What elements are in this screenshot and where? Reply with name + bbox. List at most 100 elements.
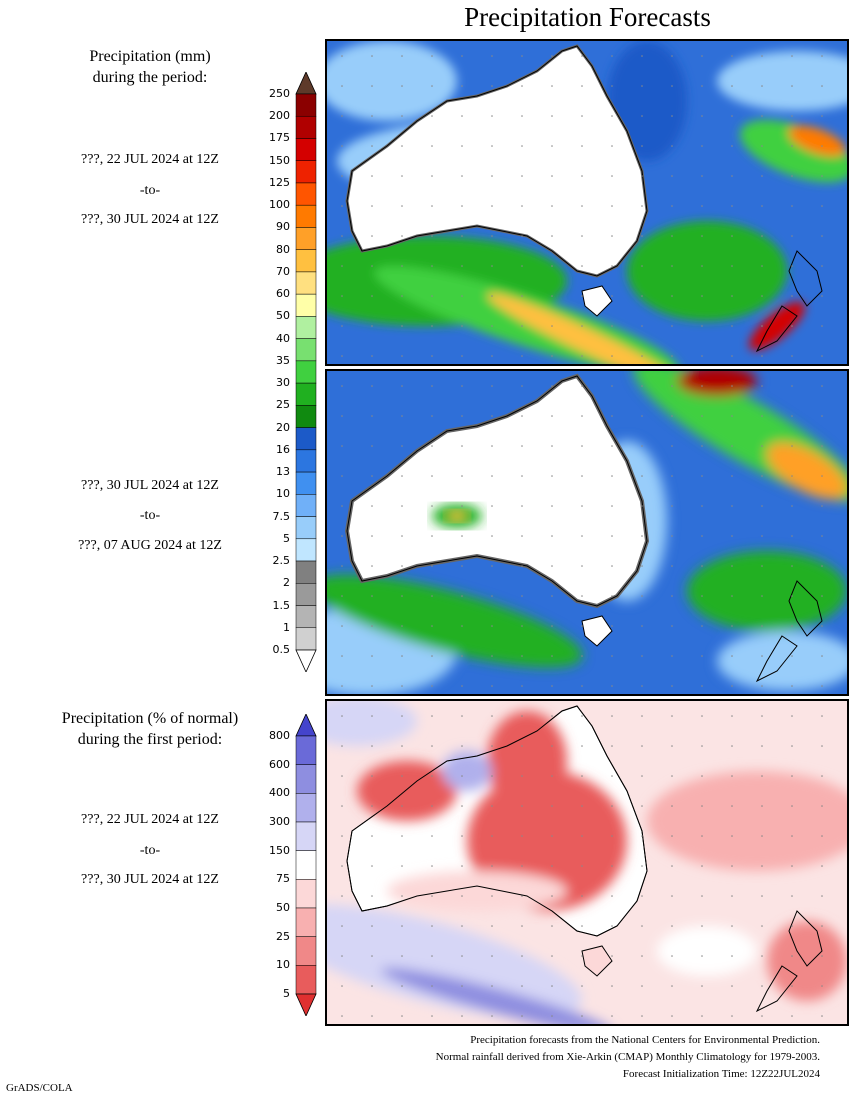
precip-colorbar-swatch [295,427,317,451]
precip-colorbar-swatch [295,583,317,606]
precip-colorbar-swatch [295,605,317,629]
precip-colorbar: 250 200 175 150 125 100 90 80 70 60 50 40 35 30 25 20 16… [240,72,320,672]
panel3-end-date: ???, 30 JUL 2024 at 12Z [81,872,219,887]
precip-colorbar-tick-label: 125 [269,175,290,189]
percent-colorbar-tick-label: 10 [276,958,290,972]
percent-colorbar-swatch [295,821,317,851]
precip-colorbar-swatch [295,516,317,540]
percent-colorbar-svg [295,714,317,1016]
panel1-heading-line2: during the period: [92,69,208,86]
precip-colorbar-tick-label: 16 [276,442,290,456]
percent-colorbar-swatch [295,907,317,937]
percent-colorbar-swatch [295,936,317,966]
precip-colorbar-tick-label: 200 [269,109,290,123]
precip-colorbar-svg [295,72,317,672]
precip-colorbar-tick-label: 60 [276,287,290,301]
panel2-to: -to- [139,508,161,523]
map-week1 [327,41,847,364]
precip-colorbar-tick-label: 25 [276,398,290,412]
precip-colorbar-tick-label: 100 [269,198,290,212]
panel3-heading: Precipitation (% of normal) during the f… [0,708,300,750]
precip-colorbar-swatch [295,138,317,161]
precip-colorbar-swatch [295,93,317,117]
panel1-to: -to- [139,183,161,198]
precip-colorbar-tick-label: 175 [269,131,290,145]
percent-colorbar-swatch [295,965,317,995]
precip-colorbar-swatch [295,182,317,206]
precip-colorbar-swatch [295,271,317,295]
precip-colorbar-swatch [295,494,317,517]
precip-colorbar-swatch [295,471,317,495]
panel1-heading: Precipitation (mm) during the period: [0,46,300,88]
footer-source-line: Precipitation forecasts from the Nationa… [470,1034,820,1046]
precip-colorbar-tick-label: 150 [269,153,290,167]
percent-colorbar-tick-label: 600 [269,757,290,771]
percent-colorbar-tick-label: 800 [269,729,290,742]
percent-colorbar-tick-label: 5 [283,987,290,1000]
precip-colorbar-tick-label: 13 [276,465,290,479]
percent-colorbar-swatch [295,764,317,794]
percent-colorbar-swatch [295,850,317,880]
percent-colorbar-swatch [295,793,317,823]
percent-colorbar-tick-label: 25 [276,929,290,943]
percent-colorbar-tick-label: 400 [269,786,290,800]
panel3-to: -to- [139,843,161,858]
percent-colorbar: 800 600 400 300 150 75 50 25 10 5 [240,714,320,1016]
precip-colorbar-swatch [295,316,317,339]
precip-colorbar-bottom-arrow [295,649,317,672]
precip-colorbar-tick-label: 20 [276,420,290,434]
precip-colorbar-tick-label: 1.5 [272,598,291,612]
precip-colorbar-tick-label: 2 [283,576,290,590]
map-panel-week2 [325,369,849,696]
map-panel-week1 [325,39,849,366]
precip-colorbar-tick-label: 80 [276,242,290,256]
percent-colorbar-tick-label: 150 [269,843,290,857]
precip-colorbar-swatch [295,449,317,473]
precip-colorbar-tick-label: 50 [276,309,290,323]
grads-credit: GrADS/COLA [6,1082,73,1094]
precip-colorbar-swatch [295,627,317,651]
percent-colorbar-top-arrow [295,714,317,737]
precip-colorbar-tick-label: 1 [283,620,290,634]
percent-colorbar-tick-label: 300 [269,815,290,828]
precip-colorbar-tick-label: 7.5 [272,509,291,523]
precip-colorbar-swatch [295,382,317,406]
panel2-start-date: ???, 30 JUL 2024 at 12Z [81,478,219,493]
panel3-start-date: ???, 22 JUL 2024 at 12Z [81,812,219,827]
percent-colorbar-tick-label: 50 [276,901,290,914]
precip-colorbar-tick-label: 90 [276,220,290,234]
precip-colorbar-swatch [295,115,317,139]
map-panel-percent-normal [325,699,849,1026]
precip-colorbar-swatch [295,360,317,384]
panel1-start-date: ???, 22 JUL 2024 at 12Z [81,152,219,167]
precip-colorbar-swatch [295,160,317,184]
precip-colorbar-tick-label: 250 [269,87,290,100]
precip-colorbar-top-arrow [295,72,317,95]
footer-climatology-line: Normal rainfall derived from Xie-Arkin (… [435,1051,820,1063]
percent-colorbar-tick-label: 75 [276,872,290,886]
footer-init-time: Forecast Initialization Time: 12Z22JUL20… [622,1068,820,1080]
precip-colorbar-swatch [295,227,317,250]
panel3-heading-line1: Precipitation (% of normal) [61,710,239,727]
precip-colorbar-tick-label: 0.5 [272,643,291,656]
page-title: Precipitation Forecasts [464,2,711,32]
precip-colorbar-swatch [295,249,317,273]
precip-colorbar-tick-label: 5 [283,531,290,545]
precip-colorbar-swatch [295,405,317,428]
precip-colorbar-tick-label: 35 [276,353,290,367]
precip-colorbar-swatch [295,338,317,362]
precip-colorbar-swatch [295,538,317,562]
precip-colorbar-tick-label: 70 [276,264,290,278]
precip-colorbar-tick-label: 40 [276,331,290,345]
panel1-end-date: ???, 30 JUL 2024 at 12Z [81,212,219,227]
panel3-heading-line2: during the first period: [77,731,223,748]
percent-colorbar-bottom-arrow [295,993,317,1016]
precip-colorbar-tick-label: 10 [276,487,290,501]
precip-colorbar-swatch [295,293,317,317]
percent-colorbar-swatch [295,879,317,909]
precip-colorbar-tick-label: 2.5 [272,554,291,568]
map-percent-normal [327,701,847,1024]
map-week2 [327,371,847,694]
panel1-heading-line1: Precipitation (mm) [89,48,211,65]
percent-colorbar-swatch [295,735,317,765]
